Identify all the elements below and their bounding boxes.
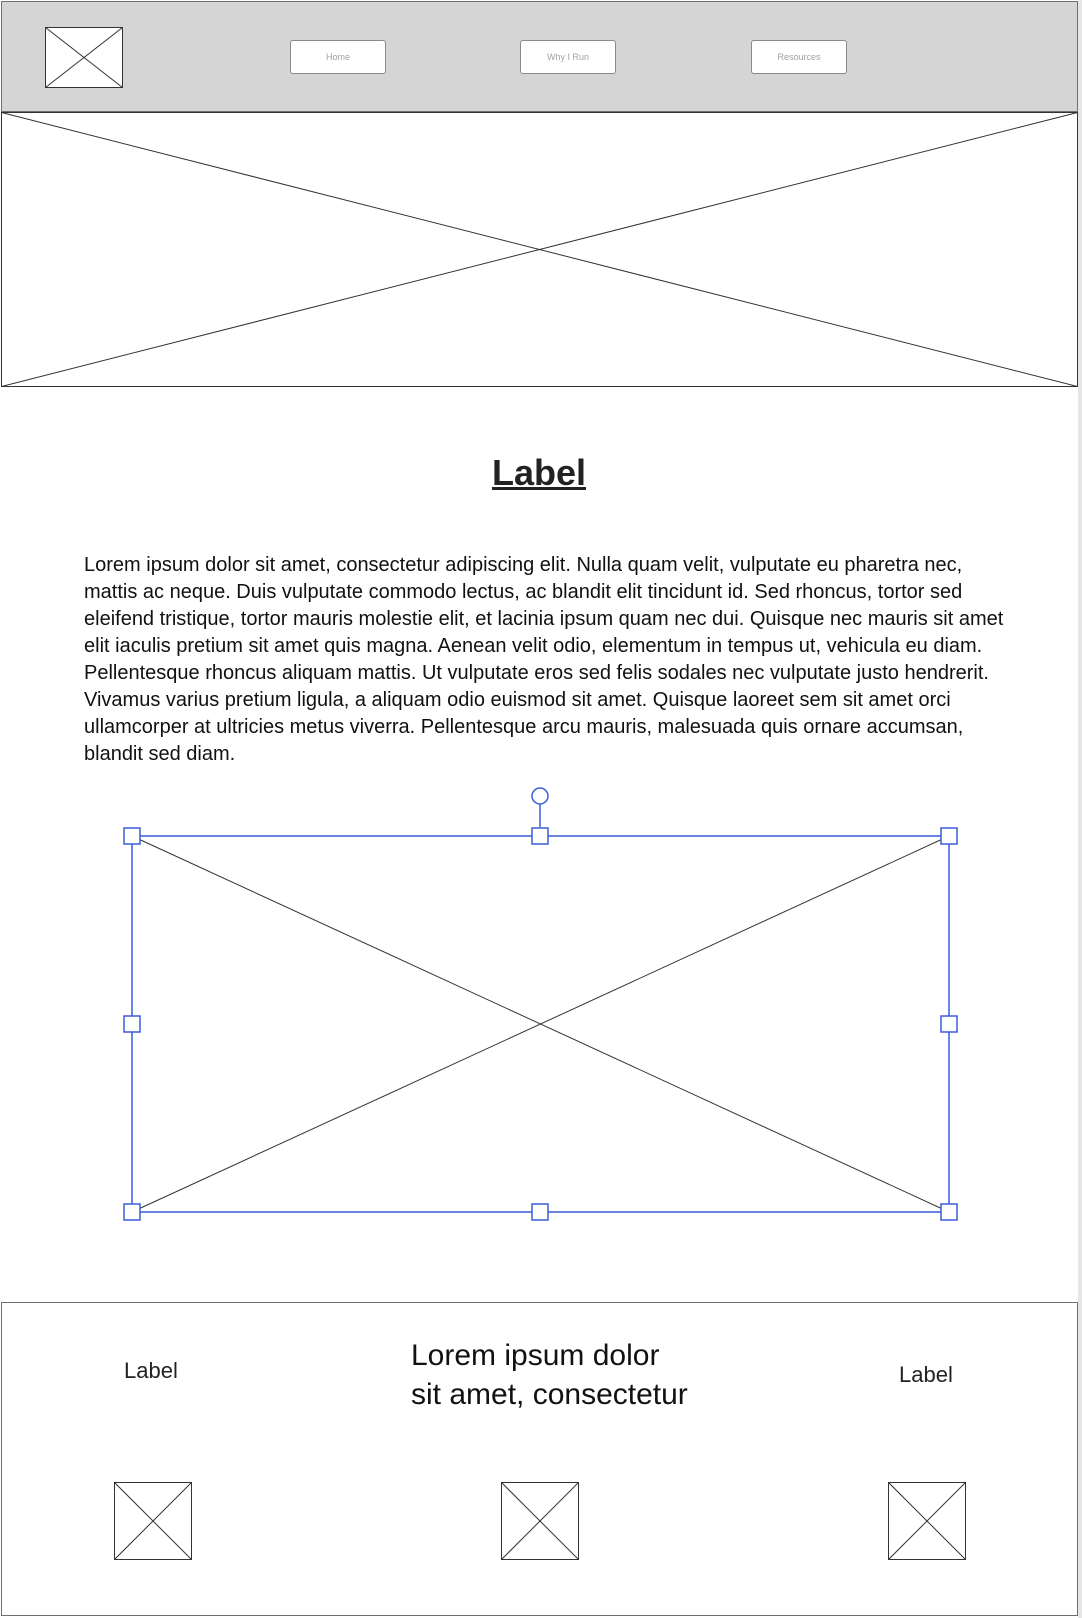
footer-image-placeholder-icon	[888, 1482, 966, 1560]
footer-image-placeholder-icon	[501, 1482, 579, 1560]
body-paragraph: Lorem ipsum dolor sit amet, consectetur …	[84, 554, 1004, 765]
nav-why-i-run-button[interactable]: Why I Run	[520, 40, 616, 74]
page-title: Label	[491, 452, 587, 493]
canvas-edge	[1078, 0, 1082, 1618]
footer-center-text: Lorem ipsum dolor sit amet, consectetur	[411, 1339, 688, 1411]
hero-image-placeholder-icon	[1, 112, 1078, 387]
logo-placeholder-icon[interactable]	[45, 27, 123, 88]
footer-left-label: Label	[124, 1358, 178, 1383]
nav-resources-button[interactable]: Resources	[751, 40, 847, 74]
selected-image-placeholder[interactable]	[123, 785, 961, 1221]
footer-image-placeholder-icon	[114, 1482, 192, 1560]
nav-home-button[interactable]: Home	[290, 40, 386, 74]
footer-right-label: Label	[899, 1362, 953, 1387]
footer	[1, 1302, 1078, 1616]
